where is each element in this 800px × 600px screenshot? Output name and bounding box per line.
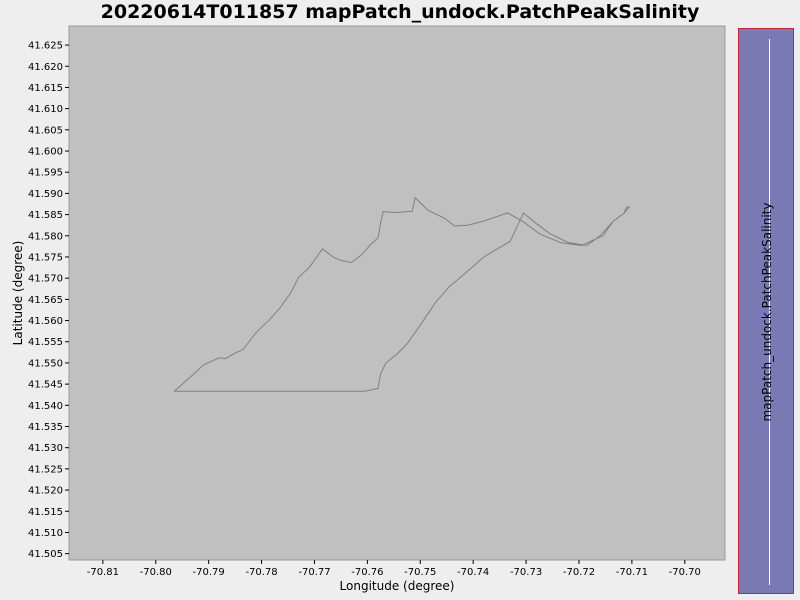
y-tick-label: 41.520 <box>28 486 63 497</box>
y-tick-label: 41.555 <box>28 337 63 348</box>
y-tick-label: 41.535 <box>28 422 63 433</box>
y-tick-label: 41.590 <box>28 189 63 200</box>
y-tick-label: 41.570 <box>28 274 63 285</box>
y-tick-label: 41.620 <box>28 62 63 73</box>
y-tick-label: 41.560 <box>28 316 63 327</box>
x-tick-label: -70.81 <box>87 567 119 578</box>
y-tick-label: 41.540 <box>28 401 63 412</box>
y-tick-label: 41.565 <box>28 295 63 306</box>
chart-title: 20220614T011857 mapPatch_undock.PatchPea… <box>100 1 700 23</box>
colorbar-label: mapPatch_undock.PatchPeakSalinity <box>760 202 774 422</box>
x-tick-label: -70.77 <box>298 567 330 578</box>
y-tick-label: 41.505 <box>28 549 63 560</box>
y-tick-label: 41.605 <box>28 125 63 136</box>
x-tick-label: -70.70 <box>669 567 701 578</box>
y-tick-label: 41.585 <box>28 210 63 221</box>
x-axis: -70.81 -70.80 -70.79 -70.78 -70.77 -70.76 -70.… <box>87 560 701 578</box>
y-axis-title: Latitude (degree) <box>11 241 25 346</box>
x-tick-label: -70.73 <box>510 567 542 578</box>
y-tick-label: 41.580 <box>28 231 63 242</box>
plot-area[interactable] <box>68 25 726 561</box>
x-tick-label: -70.75 <box>404 567 436 578</box>
y-tick-label: 41.575 <box>28 252 63 263</box>
x-tick-label: -70.79 <box>193 567 225 578</box>
x-tick-label: -70.76 <box>351 567 383 578</box>
series-line-0 <box>173 196 631 392</box>
y-tick-label: 41.545 <box>28 380 63 391</box>
colorbar-indicator <box>769 39 770 585</box>
y-tick-label: 41.530 <box>28 443 63 454</box>
x-tick-label: -70.72 <box>563 567 595 578</box>
x-tick-label: -70.80 <box>140 567 172 578</box>
x-axis-title: Longitude (degree) <box>340 579 455 593</box>
y-tick-label: 41.610 <box>28 104 63 115</box>
y-axis: 41.625 41.620 41.615 41.610 41.605 41.600 41.5… <box>28 41 69 560</box>
y-tick-label: 41.515 <box>28 507 63 518</box>
y-tick-label: 41.625 <box>28 41 63 52</box>
colorbar[interactable]: mapPatch_undock.PatchPeakSalinity <box>738 28 794 594</box>
track-layer <box>173 196 631 392</box>
y-tick-label: 41.510 <box>28 528 63 539</box>
x-tick-label: -70.78 <box>245 567 277 578</box>
y-tick-label: 41.615 <box>28 83 63 94</box>
y-tick-label: 41.550 <box>28 358 63 369</box>
x-tick-label: -70.71 <box>616 567 648 578</box>
x-tick-label: -70.74 <box>457 567 489 578</box>
y-tick-label: 41.525 <box>28 464 63 475</box>
y-tick-label: 41.595 <box>28 168 63 179</box>
y-tick-label: 41.600 <box>28 147 63 158</box>
